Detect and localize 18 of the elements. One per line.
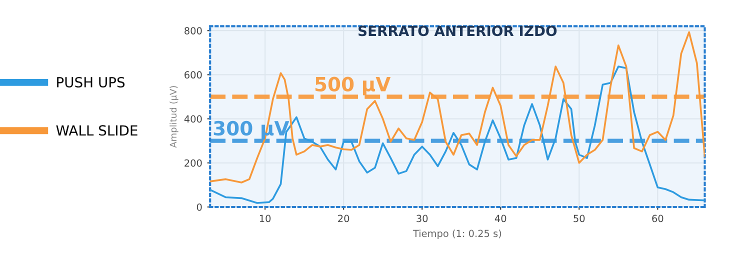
x-tick-label: 60 (652, 214, 664, 222)
ref-line-label: 500 µV (315, 76, 391, 96)
y-tick-label: 600 (184, 71, 202, 79)
y-tick-label: 200 (184, 159, 202, 167)
y-tick-label: 400 (184, 115, 202, 123)
x-tick-label: 20 (338, 214, 350, 222)
legend-label: PUSH UPS (57, 76, 125, 88)
line-series (210, 66, 705, 204)
x-tick-label: 50 (574, 214, 585, 222)
legend-label: WALL SLIDE (56, 125, 138, 136)
x-axis-title: Tiempo (1: 0.25 s) (412, 230, 502, 239)
chart-title: SERRATO ANTERIOR IZDO (358, 26, 557, 36)
y-axis-title: Amplitud (µV) (170, 86, 178, 148)
x-tick-label: 10 (260, 214, 271, 222)
y-tick-label: 800 (184, 27, 202, 34)
x-tick-label: 40 (494, 214, 506, 222)
x-tick-label: 30 (416, 214, 428, 222)
y-tick-label: 0 (196, 203, 202, 211)
